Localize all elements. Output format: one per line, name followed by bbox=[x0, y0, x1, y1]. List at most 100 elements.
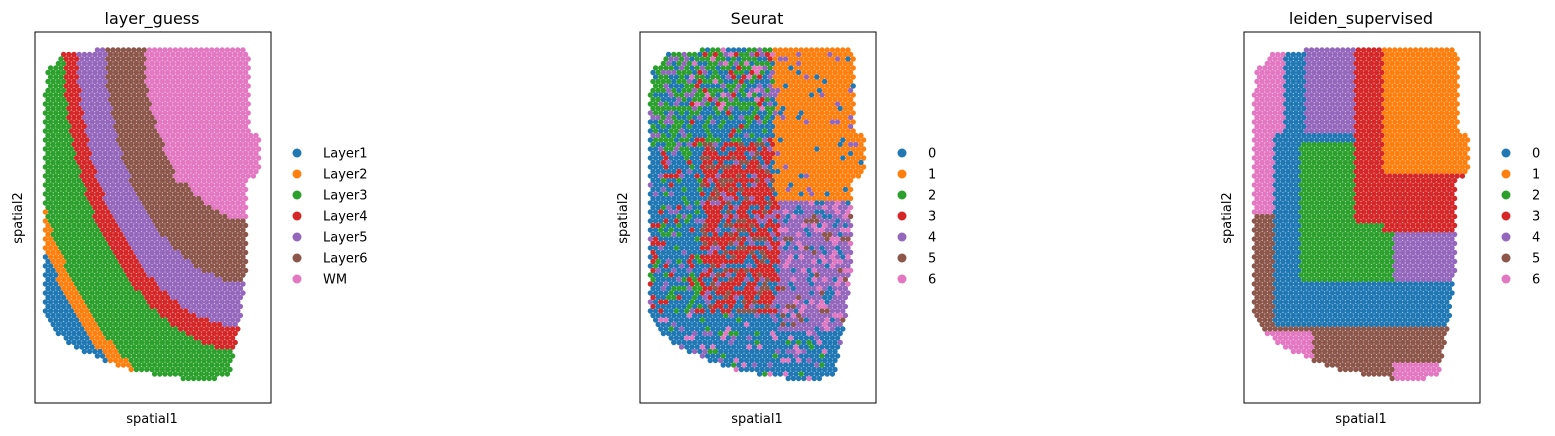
scatter-point bbox=[790, 276, 797, 283]
scatter-point bbox=[728, 168, 734, 175]
scatter-point bbox=[149, 267, 155, 274]
scatter-point bbox=[55, 222, 62, 229]
scatter-point bbox=[858, 132, 864, 139]
scatter-point bbox=[185, 231, 192, 238]
scatter-point bbox=[84, 56, 90, 62]
scatter-point bbox=[125, 362, 132, 368]
scatter-point bbox=[60, 213, 67, 220]
scatter-point bbox=[120, 227, 127, 233]
scatter-point bbox=[723, 141, 729, 148]
scatter-point bbox=[157, 119, 163, 125]
scatter-point bbox=[834, 299, 841, 305]
scatter-point bbox=[45, 249, 51, 256]
scatter-point bbox=[678, 173, 685, 179]
scatter-point bbox=[185, 258, 192, 265]
scatter-point bbox=[798, 173, 804, 179]
scatter-point bbox=[738, 69, 745, 76]
scatter-point bbox=[772, 173, 778, 179]
scatter-point bbox=[138, 150, 145, 157]
scatter-point bbox=[728, 258, 734, 265]
scatter-point bbox=[214, 299, 220, 305]
scatter-point bbox=[242, 96, 249, 103]
scatter-point bbox=[214, 308, 220, 314]
scatter-point bbox=[811, 195, 817, 202]
scatter-point bbox=[47, 245, 54, 251]
scatter-point bbox=[811, 249, 817, 256]
scatter-point bbox=[209, 344, 215, 350]
scatter-point bbox=[206, 231, 212, 238]
scatter-point bbox=[162, 209, 168, 215]
scatter-point bbox=[180, 276, 186, 283]
scatter-point bbox=[733, 222, 739, 229]
scatter-point bbox=[110, 92, 116, 98]
scatter-point bbox=[151, 254, 158, 260]
scatter-point bbox=[764, 195, 771, 202]
scatter-point bbox=[89, 182, 95, 188]
scatter-point bbox=[738, 222, 745, 229]
scatter-point bbox=[115, 47, 121, 53]
scatter-point bbox=[125, 209, 132, 215]
scatter-point bbox=[162, 155, 168, 161]
scatter-point bbox=[764, 105, 771, 112]
scatter-point bbox=[832, 141, 838, 148]
scatter-point bbox=[206, 357, 212, 364]
scatter-point bbox=[738, 159, 745, 166]
scatter-point bbox=[55, 321, 62, 328]
scatter-point bbox=[97, 60, 103, 67]
scatter-point bbox=[92, 96, 98, 103]
scatter-point bbox=[694, 236, 700, 242]
scatter-point bbox=[63, 299, 69, 305]
scatter-point bbox=[720, 200, 726, 206]
scatter-point bbox=[180, 348, 186, 355]
scatter-point bbox=[214, 209, 220, 215]
scatter-point bbox=[151, 146, 158, 152]
scatter-point bbox=[232, 204, 238, 211]
scatter-point bbox=[86, 78, 93, 85]
scatter-point bbox=[110, 326, 116, 332]
scatter-point bbox=[704, 245, 711, 251]
scatter-point bbox=[99, 227, 106, 233]
scatter-point bbox=[180, 366, 186, 373]
scatter-point bbox=[229, 227, 236, 233]
scatter-point bbox=[99, 92, 106, 98]
scatter-point bbox=[681, 69, 687, 76]
scatter-point bbox=[772, 272, 778, 278]
scatter-point bbox=[819, 128, 825, 134]
scatter-point bbox=[806, 132, 812, 139]
scatter-point bbox=[240, 101, 246, 107]
scatter-point bbox=[853, 168, 859, 175]
scatter-point bbox=[214, 173, 220, 179]
scatter-point bbox=[788, 56, 794, 62]
scatter-point bbox=[237, 87, 244, 94]
scatter-point bbox=[668, 74, 674, 80]
scatter-point bbox=[702, 195, 708, 202]
scatter-point bbox=[240, 245, 246, 251]
scatter-point bbox=[655, 222, 661, 229]
scatter-point bbox=[157, 272, 163, 278]
scatter-point bbox=[206, 285, 212, 292]
scatter-point bbox=[806, 159, 812, 166]
scatter-point bbox=[663, 164, 669, 170]
scatter-point bbox=[198, 362, 205, 368]
scatter-point bbox=[673, 209, 680, 215]
scatter-point bbox=[647, 146, 654, 152]
scatter-point bbox=[795, 294, 802, 301]
scatter-point bbox=[89, 110, 95, 116]
scatter-point bbox=[151, 83, 158, 89]
scatter-point bbox=[149, 330, 155, 337]
scatter-point bbox=[762, 155, 768, 161]
scatter-point bbox=[146, 272, 153, 278]
legend-label: Layer2 bbox=[323, 168, 368, 183]
scatter-point bbox=[125, 281, 132, 287]
scatter-point bbox=[697, 213, 703, 220]
scatter-point bbox=[63, 119, 69, 125]
scatter-point bbox=[141, 317, 147, 323]
scatter-point bbox=[772, 236, 778, 242]
scatter-point bbox=[814, 218, 820, 224]
scatter-point bbox=[105, 218, 111, 224]
scatter-point bbox=[816, 267, 823, 274]
scatter-point bbox=[157, 254, 163, 260]
scatter-point bbox=[110, 236, 116, 242]
scatter-point bbox=[660, 105, 667, 112]
scatter-point bbox=[235, 110, 241, 116]
